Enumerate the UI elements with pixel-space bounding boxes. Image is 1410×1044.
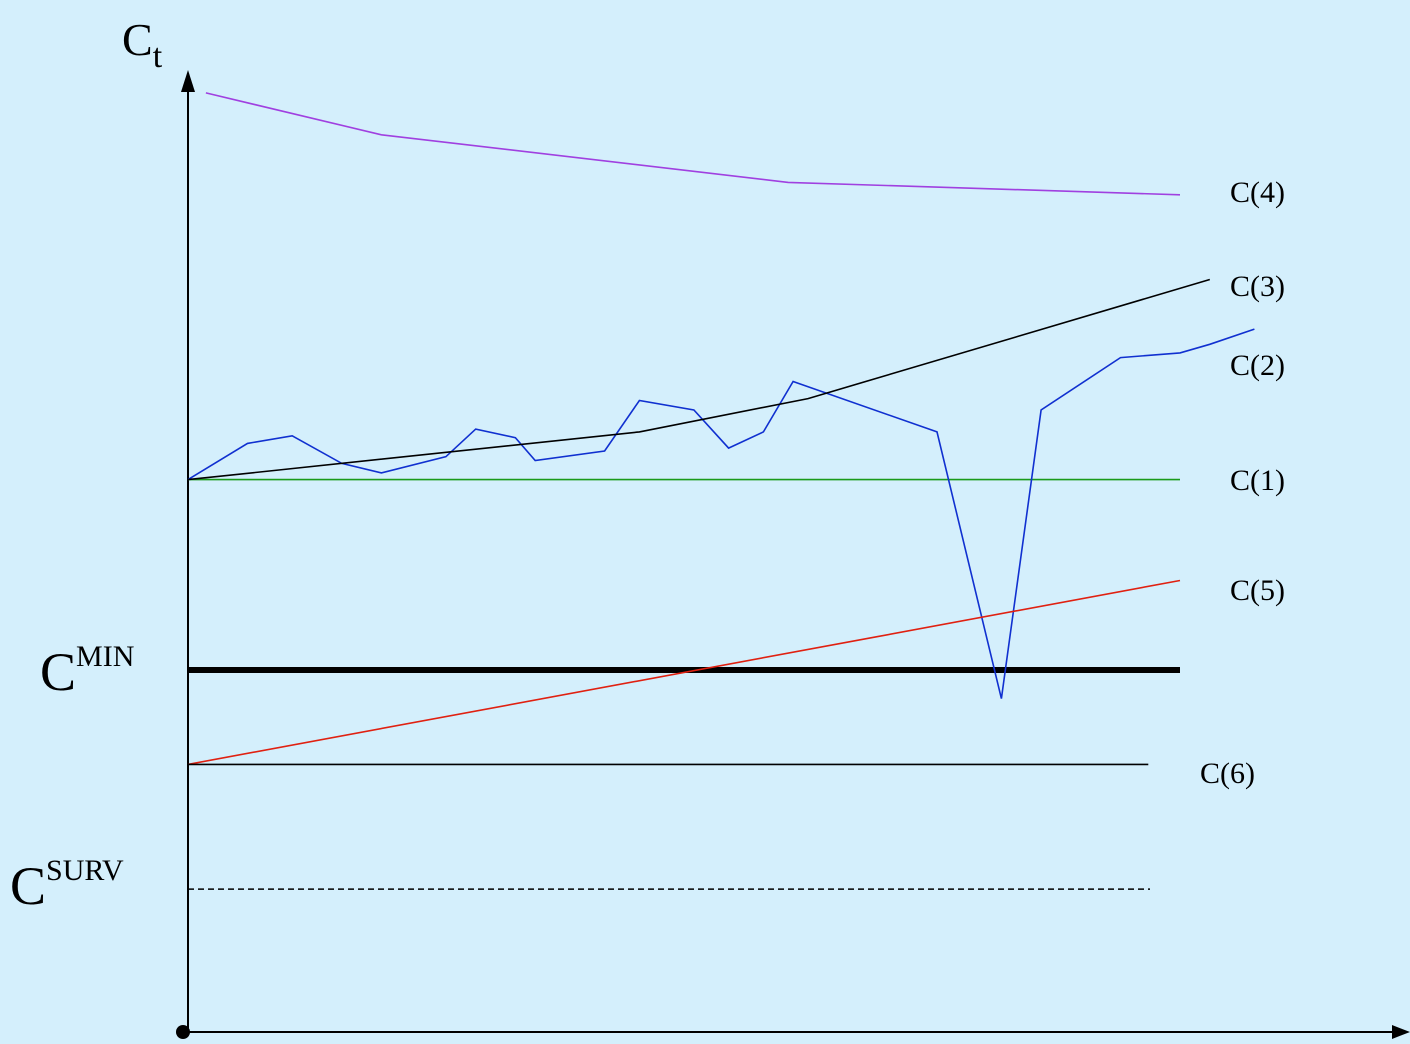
x-axis-arrow-icon xyxy=(1392,1025,1410,1039)
origin-dot xyxy=(176,1025,190,1039)
y-axis-label-main: C xyxy=(122,14,153,65)
y-axis-label: Ct xyxy=(122,14,163,75)
series-lines xyxy=(187,92,1255,766)
series-label-c5: C(5) xyxy=(1230,574,1285,607)
series-line-c3 xyxy=(187,278,1211,481)
series-label-c6: C(6) xyxy=(1200,757,1255,790)
series-label-c2: C(2) xyxy=(1230,349,1285,382)
y-axis-label-sub: t xyxy=(153,38,163,75)
series-line-c4 xyxy=(205,92,1181,196)
series-label-c4: C(4) xyxy=(1230,176,1285,209)
c-surv-label: CSURV xyxy=(10,854,124,916)
series-label-c1: C(1) xyxy=(1230,464,1285,497)
series-line-c5 xyxy=(187,579,1181,766)
y-axis-arrow-icon xyxy=(181,70,195,92)
c-min-label: CMIN xyxy=(40,640,134,702)
series-label-c3: C(3) xyxy=(1230,270,1285,303)
series-line-c2 xyxy=(187,328,1255,699)
